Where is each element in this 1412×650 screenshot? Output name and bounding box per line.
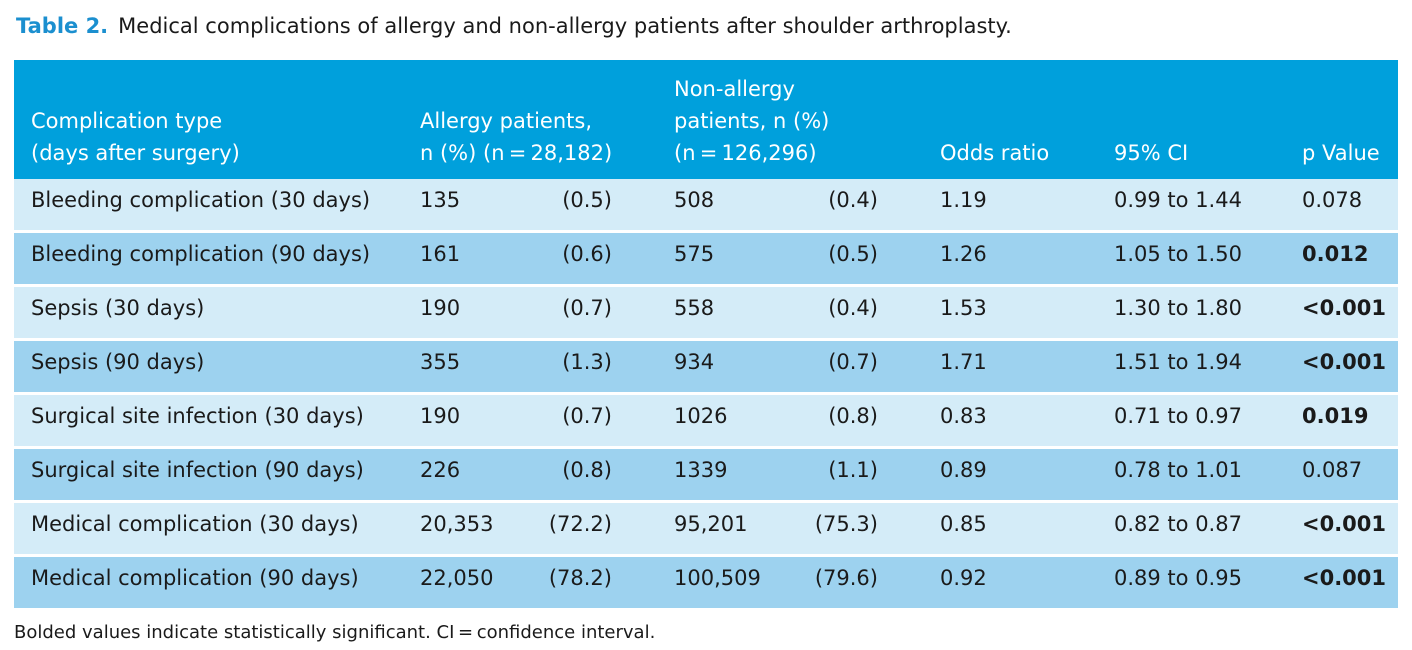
non-allergy-n-cell: 95,201 — [674, 512, 748, 536]
header-p-value: p Value — [1302, 141, 1380, 165]
complication-type-cell: Medical complication (30 days) — [31, 512, 359, 536]
odds-ratio-cell: 0.92 — [940, 566, 987, 590]
non-allergy-n-cell: 508 — [674, 188, 715, 212]
ci-cell: 0.82 to 0.87 — [1114, 512, 1242, 536]
ci-cell: 0.71 to 0.97 — [1114, 404, 1242, 428]
table-row: Surgical site infection (30 days) 190 (0.7… — [14, 395, 1398, 446]
odds-ratio-cell: 1.53 — [940, 296, 987, 320]
header-complication-type: Complication type (days after surgery) — [31, 109, 240, 165]
odds-ratio-cell: 1.71 — [940, 350, 987, 374]
p-value-cell: <0.001 — [1302, 512, 1387, 536]
allergy-pct-cell: (0.5) — [562, 188, 612, 212]
allergy-n-cell: 226 — [420, 458, 461, 482]
ci-cell: 0.78 to 1.01 — [1114, 458, 1242, 482]
odds-ratio-cell: 0.83 — [940, 404, 987, 428]
table-title: Medical complications of allergy and non… — [118, 14, 1012, 38]
table-row: Medical complication (90 days) 22,050 (78.… — [14, 557, 1398, 608]
header-non-allergy-patients: Non-allergy patients, n (%) (n = 126,296… — [674, 77, 830, 165]
allergy-pct-cell: (0.7) — [562, 296, 612, 320]
odds-ratio-cell: 0.85 — [940, 512, 987, 536]
non-allergy-pct-cell: (0.4) — [828, 188, 878, 212]
non-allergy-n-cell: 1339 — [674, 458, 728, 482]
table-body: Bleeding complication (30 days) 135 (0.5) 5… — [14, 179, 1398, 608]
allergy-pct-cell: (0.8) — [562, 458, 612, 482]
table-row: Bleeding complication (30 days) 135 (0.5) 5… — [14, 179, 1398, 230]
allergy-n-cell: 135 — [420, 188, 461, 212]
allergy-n-cell: 22,050 — [420, 566, 494, 590]
non-allergy-pct-cell: (79.6) — [814, 566, 878, 590]
p-value-cell: 0.087 — [1302, 458, 1363, 482]
table-row: Bleeding complication (90 days) 161 (0.6) 5… — [14, 233, 1398, 284]
odds-ratio-cell: 1.26 — [940, 242, 987, 266]
p-value-cell: 0.012 — [1302, 242, 1369, 266]
table-row: Medical complication (30 days) 20,353 (72.… — [14, 503, 1398, 554]
allergy-n-cell: 20,353 — [420, 512, 494, 536]
ci-cell: 0.89 to 0.95 — [1114, 566, 1242, 590]
non-allergy-pct-cell: (0.8) — [828, 404, 878, 428]
ci-cell: 0.99 to 1.44 — [1114, 188, 1242, 212]
complication-type-cell: Bleeding complication (90 days) — [31, 242, 371, 266]
table-row: Sepsis (30 days) 190 (0.7) 558 (0.4) 1.53 1.30… — [14, 287, 1398, 338]
header-allergy-patients: Allergy patients, n (%) (n = 28,182) — [420, 109, 613, 165]
non-allergy-pct-cell: (1.1) — [828, 458, 878, 482]
allergy-pct-cell: (0.6) — [562, 242, 612, 266]
table-row: Surgical site infection (90 days) 226 (0.8… — [14, 449, 1398, 500]
p-value-cell: 0.078 — [1302, 188, 1363, 212]
non-allergy-pct-cell: (75.3) — [814, 512, 878, 536]
complication-type-cell: Medical complication (90 days) — [31, 566, 359, 590]
ci-cell: 1.05 to 1.50 — [1114, 242, 1242, 266]
p-value-cell: <0.001 — [1302, 296, 1387, 320]
non-allergy-n-cell: 934 — [674, 350, 715, 374]
non-allergy-n-cell: 100,509 — [674, 566, 761, 590]
allergy-pct-cell: (1.3) — [562, 350, 612, 374]
complication-type-cell: Bleeding complication (30 days) — [31, 188, 371, 212]
complication-type-cell: Sepsis (90 days) — [31, 350, 205, 374]
p-value-cell: <0.001 — [1302, 350, 1387, 374]
complications-table: Complication type (days after surgery) A… — [14, 60, 1398, 608]
ci-cell: 1.30 to 1.80 — [1114, 296, 1242, 320]
allergy-n-cell: 190 — [420, 404, 461, 428]
p-value-cell: <0.001 — [1302, 566, 1387, 590]
allergy-n-cell: 190 — [420, 296, 461, 320]
non-allergy-pct-cell: (0.5) — [828, 242, 878, 266]
non-allergy-pct-cell: (0.4) — [828, 296, 878, 320]
allergy-n-cell: 161 — [420, 242, 461, 266]
header-odds-ratio: Odds ratio — [940, 141, 1050, 165]
table-row: Sepsis (90 days) 355 (1.3) 934 (0.7) 1.71 1.51… — [14, 341, 1398, 392]
ci-cell: 1.51 to 1.94 — [1114, 350, 1242, 374]
allergy-n-cell: 355 — [420, 350, 461, 374]
complication-type-cell: Surgical site infection (30 days) — [31, 404, 364, 428]
odds-ratio-cell: 1.19 — [940, 188, 987, 212]
table-footnote: Bolded values indicate statistically sig… — [14, 622, 656, 643]
non-allergy-pct-cell: (0.7) — [828, 350, 878, 374]
table-header: Complication type (days after surgery) A… — [14, 60, 1398, 179]
table-label: Table 2. — [16, 14, 109, 38]
non-allergy-n-cell: 558 — [674, 296, 715, 320]
p-value-cell: 0.019 — [1302, 404, 1369, 428]
table-caption: Table 2. Medical complications of allergy… — [16, 11, 1012, 41]
header-95-ci: 95% CI — [1114, 141, 1189, 165]
non-allergy-n-cell: 1026 — [674, 404, 728, 428]
allergy-pct-cell: (78.2) — [548, 566, 612, 590]
non-allergy-n-cell: 575 — [674, 242, 715, 266]
allergy-pct-cell: (0.7) — [562, 404, 612, 428]
odds-ratio-cell: 0.89 — [940, 458, 987, 482]
allergy-pct-cell: (72.2) — [548, 512, 612, 536]
complication-type-cell: Surgical site infection (90 days) — [31, 458, 364, 482]
complication-type-cell: Sepsis (30 days) — [31, 296, 205, 320]
